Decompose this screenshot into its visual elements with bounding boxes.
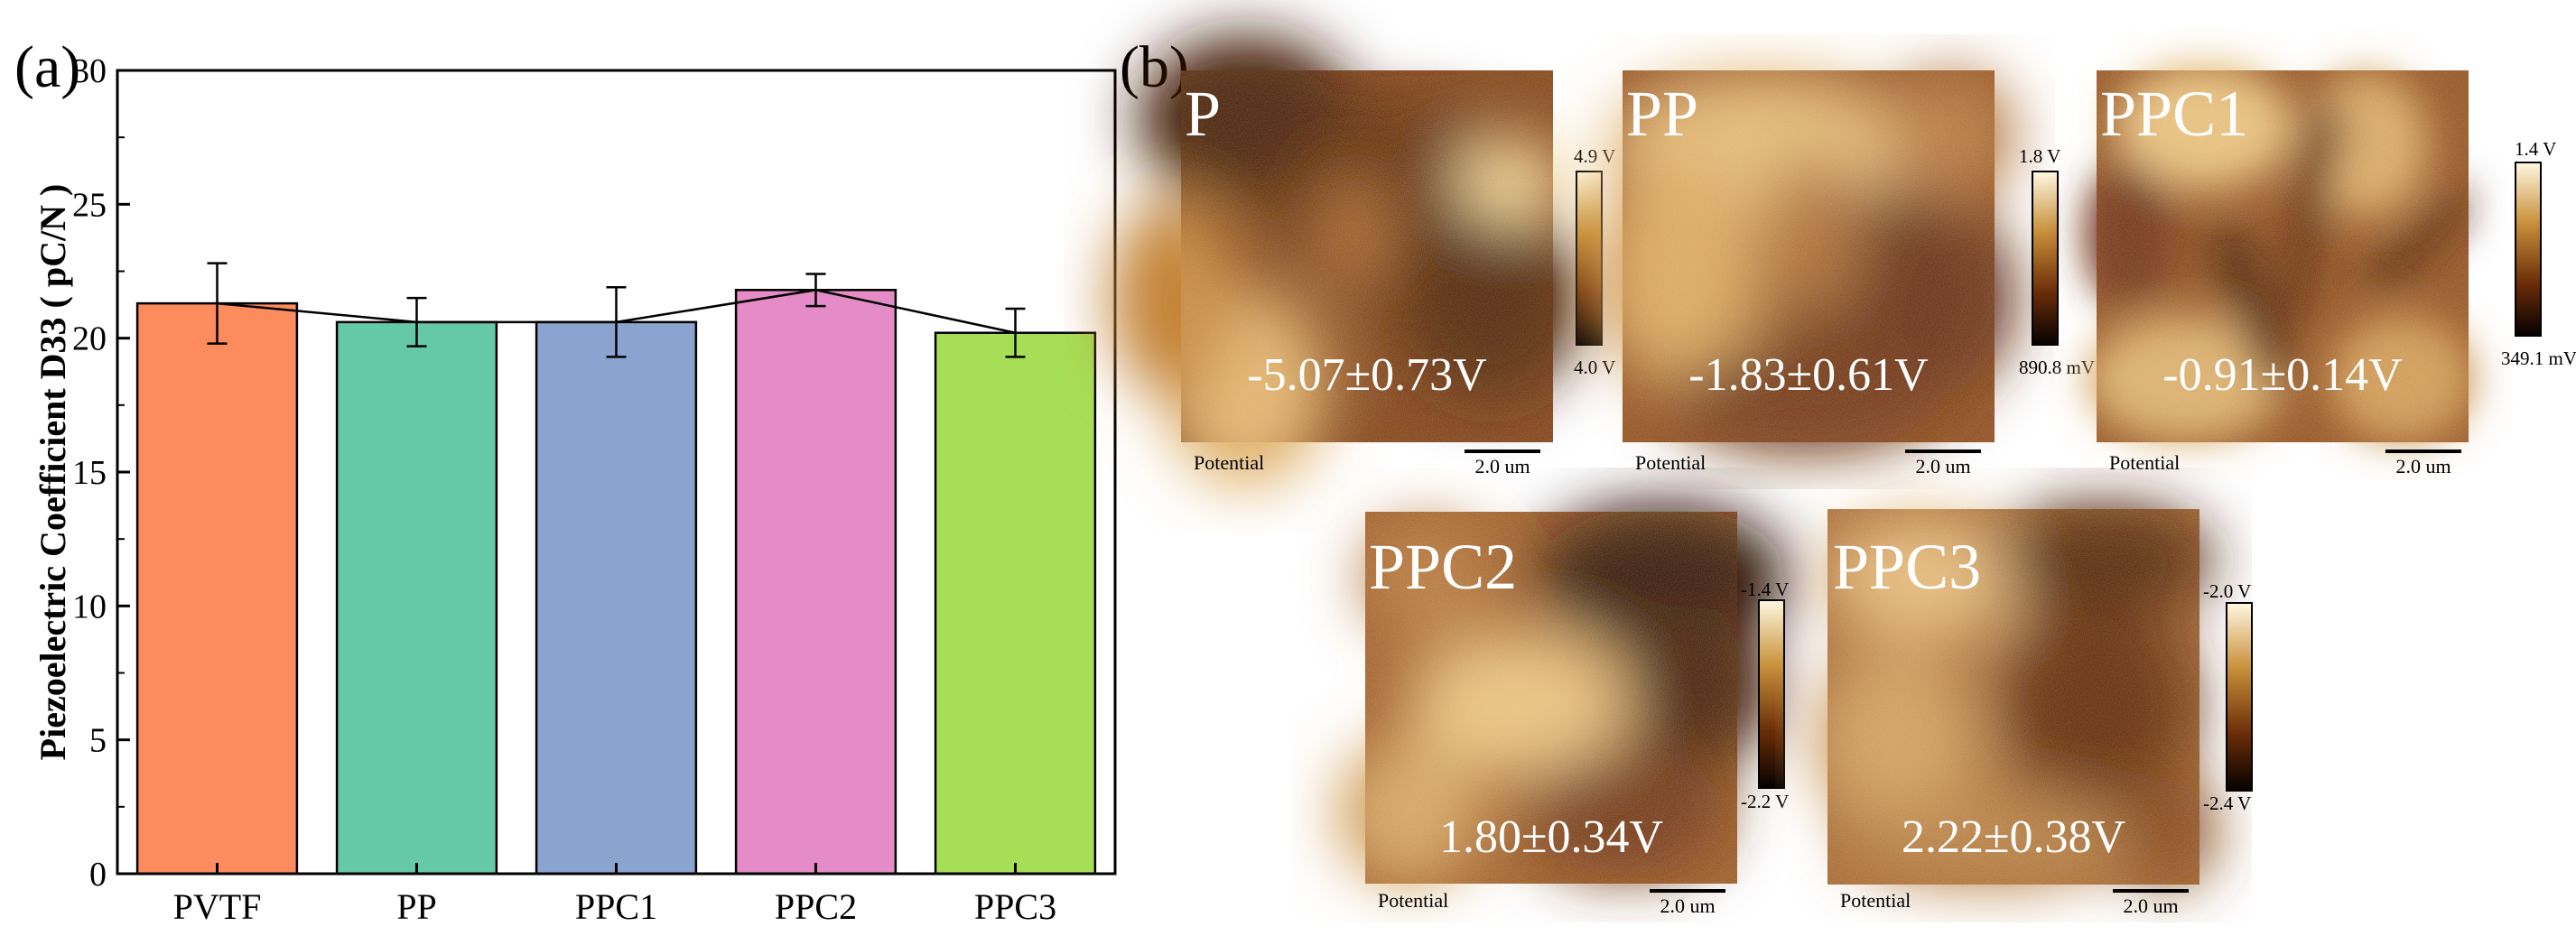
x-tick-label: PPC2 — [775, 886, 857, 927]
x-tick-label: PVTF — [173, 886, 262, 927]
x-tick-label: PP — [396, 886, 437, 927]
afm-map-PPC3: PPC3 2.22±0.38V -2.0 V -2.4 V Potential … — [1815, 505, 2253, 917]
map-title: PPC3 — [1833, 531, 1981, 603]
colorbar — [2226, 602, 2253, 792]
map-caption: Potential — [2109, 451, 2180, 474]
colorbar — [2032, 171, 2059, 346]
map-image — [1598, 70, 2013, 451]
colorbar-max: -2.0 V — [2203, 580, 2251, 602]
map-caption: Potential — [1840, 889, 1911, 912]
map-image — [1336, 505, 1788, 885]
bar-pvtf — [135, 301, 299, 876]
map-title: PPC2 — [1369, 531, 1517, 603]
colorbar-min: 890.8 mV — [2019, 357, 2095, 378]
afm-map-PP: PP -1.83±0.61V 1.8 V 890.8 mV Potential … — [1598, 70, 2095, 477]
y-axis-label: Piezoelectric Coefficient D33 ( pC/N ) — [33, 184, 73, 761]
map-value: 1.80±0.34V — [1439, 811, 1663, 863]
colorbar-min: 349.1 mV — [2501, 348, 2576, 369]
x-tick-label: PPC3 — [974, 886, 1056, 927]
map-value: -0.91±0.14V — [2162, 349, 2402, 401]
scale-label: 2.0 um — [2123, 894, 2178, 917]
map-title: PPC1 — [2100, 78, 2248, 150]
map-value: -1.83±0.61V — [1688, 349, 1928, 401]
scale-label: 2.0 um — [1660, 894, 1715, 917]
afm-map-PPC2: PPC2 1.80±0.34V -1.4 V -2.2 V Potential … — [1336, 505, 1789, 917]
map-caption: Potential — [1378, 889, 1448, 912]
colorbar-max: 1.8 V — [2019, 145, 2060, 167]
y-tick-label: 0 — [89, 856, 107, 894]
colorbar-min: 4.0 V — [1574, 357, 1615, 378]
map-title: P — [1185, 78, 1221, 150]
y-tick-label: 20 — [72, 320, 107, 358]
x-tick-label: PPC1 — [575, 886, 657, 927]
map-value: -5.07±0.73V — [1247, 349, 1486, 401]
y-tick-label: 30 — [72, 52, 107, 90]
bar-ppc1 — [535, 320, 698, 876]
colorbar — [1758, 599, 1785, 789]
colorbar-min: -2.2 V — [1741, 791, 1789, 812]
y-tick-label: 10 — [72, 588, 107, 626]
colorbar — [1576, 171, 1603, 346]
map-caption: Potential — [1635, 451, 1706, 474]
colorbar-min: -2.4 V — [2203, 792, 2251, 814]
y-tick-label: 15 — [72, 454, 107, 492]
colorbar-max: -1.4 V — [1741, 579, 1789, 600]
afm-map-P: P -5.07±0.73V 4.9 V 4.0 V Potential 2.0 … — [1111, 36, 1615, 487]
bar-chart: 0 5 10 15 20 25 30 PVTF PP PPC1 PPC2 PPC3 Piezoelect… — [33, 52, 1117, 927]
bar-ppc3 — [934, 331, 1097, 876]
panel-a-label: (a) — [14, 34, 80, 100]
scale-label: 2.0 um — [1915, 455, 1970, 477]
map-image — [2086, 63, 2474, 442]
colorbar-max: 1.4 V — [2515, 138, 2556, 160]
afm-map-PPC1: PPC1 -0.91±0.14V 1.4 V 349.1 mV Potentia… — [2086, 63, 2576, 477]
map-image — [1111, 36, 1580, 487]
map-title: PP — [1626, 78, 1698, 150]
bar-pp — [335, 320, 498, 876]
colorbar — [2515, 162, 2542, 337]
y-tick-label: 25 — [72, 186, 107, 224]
scale-label: 2.0 um — [1474, 455, 1530, 477]
map-caption: Potential — [1194, 451, 1264, 474]
bar-ppc2 — [734, 289, 897, 876]
map-value: 2.22±0.38V — [1902, 811, 2125, 863]
scale-label: 2.0 um — [2395, 455, 2450, 477]
y-tick-label: 5 — [89, 722, 107, 760]
map-image — [1815, 505, 2212, 885]
